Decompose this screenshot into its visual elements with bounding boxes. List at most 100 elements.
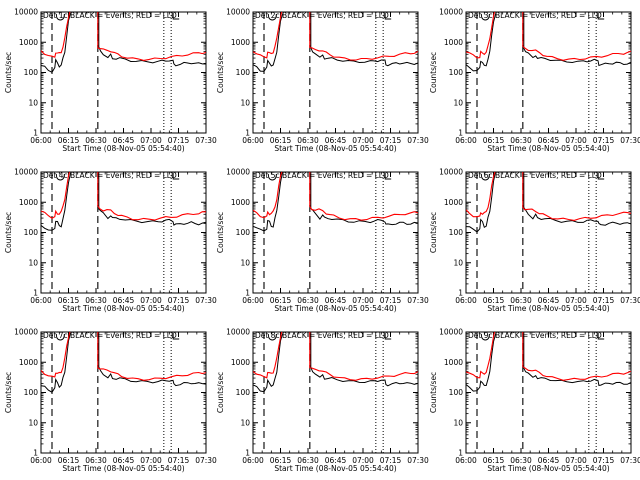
panel-title: Det 9c BLACK = Events, RED = LLD bbox=[468, 331, 602, 340]
flag-marker bbox=[55, 333, 65, 341]
panel-title: Det 2c BLACK = Events, RED = LLD bbox=[255, 11, 389, 20]
series-line-lld bbox=[466, 172, 496, 218]
x-tick-label: 06:30 bbox=[297, 136, 319, 145]
x-tick-label: 07:00 bbox=[565, 136, 587, 145]
series-line-lld bbox=[97, 172, 206, 221]
series-line-lld bbox=[41, 172, 71, 219]
x-tick-label: 07:15 bbox=[593, 296, 615, 305]
y-axis-label: Counts/sec bbox=[216, 52, 225, 93]
series-line-lld bbox=[253, 332, 283, 379]
x-tick-label: 07:00 bbox=[565, 296, 587, 305]
panel-title: Det 5c BLACK = Events, RED = LLD bbox=[255, 171, 389, 180]
x-tick-label: 07:00 bbox=[565, 456, 587, 465]
series-line-events bbox=[310, 172, 418, 226]
y-axis-label: Counts/sec bbox=[216, 212, 225, 253]
x-tick-label: 07:15 bbox=[593, 456, 615, 465]
y-axis-label: Counts/sec bbox=[429, 212, 438, 253]
flag-marker bbox=[384, 13, 392, 20]
series-line-events bbox=[310, 332, 418, 387]
series-line-lld bbox=[522, 172, 631, 221]
flag-marker bbox=[267, 173, 277, 181]
series-line-lld bbox=[41, 332, 71, 378]
x-tick-label: 06:45 bbox=[325, 456, 347, 465]
x-tick-label: 06:45 bbox=[538, 136, 560, 145]
series-line-lld bbox=[97, 332, 206, 381]
panel-title: Det 8c BLACK = Events, RED = LLD bbox=[255, 331, 389, 340]
y-tick-label: 100 bbox=[24, 68, 39, 77]
y-tick-label: 10 bbox=[28, 418, 38, 427]
series-line-events bbox=[98, 332, 206, 387]
y-tick-label: 1 bbox=[33, 129, 38, 138]
y-tick-label: 10 bbox=[453, 258, 463, 267]
y-tick-label: 1000 bbox=[444, 358, 463, 367]
series-line-events bbox=[41, 332, 73, 393]
x-axis-label: Start Time (08-Nov-05 05:54:40) bbox=[487, 304, 609, 313]
y-tick-label: 10000 bbox=[226, 8, 250, 17]
x-axis-label: Start Time (08-Nov-05 05:54:40) bbox=[62, 304, 184, 313]
flag-marker bbox=[480, 173, 490, 181]
x-tick-label: 07:15 bbox=[380, 136, 402, 145]
x-axis-label: Start Time (08-Nov-05 05:54:40) bbox=[274, 144, 396, 153]
series-line-events bbox=[466, 12, 497, 72]
flag-marker bbox=[597, 173, 605, 180]
y-tick-label: 10 bbox=[240, 418, 250, 427]
x-tick-label: 06:45 bbox=[538, 456, 560, 465]
x-axis-label: Start Time (08-Nov-05 05:54:40) bbox=[274, 464, 396, 473]
x-tick-label: 07:00 bbox=[140, 456, 162, 465]
y-tick-label: 100 bbox=[449, 228, 464, 237]
panel-title: Det 4c BLACK = Events, RED = LLD bbox=[43, 171, 177, 180]
detector-panel: 1 10 100 1000 10000 06:00 06:15 06:30 06:45 07:00… bbox=[4, 168, 217, 314]
y-tick-label: 1000 bbox=[231, 358, 250, 367]
x-tick-label: 06:00 bbox=[30, 456, 52, 465]
x-tick-label: 06:00 bbox=[242, 136, 264, 145]
x-tick-label: 07:30 bbox=[620, 456, 640, 465]
detector-panel: 1 10 100 1000 10000 06:00 06:15 06:30 06:45 07:00… bbox=[429, 328, 640, 474]
flag-marker bbox=[480, 333, 490, 341]
flag-marker bbox=[597, 13, 605, 20]
y-tick-label: 1 bbox=[458, 129, 463, 138]
x-tick-label: 07:15 bbox=[593, 136, 615, 145]
x-tick-label: 06:15 bbox=[270, 136, 292, 145]
flag-marker bbox=[384, 173, 392, 180]
x-tick-label: 06:15 bbox=[483, 136, 505, 145]
y-tick-label: 100 bbox=[449, 388, 464, 397]
y-tick-label: 1000 bbox=[231, 38, 250, 47]
x-tick-label: 06:45 bbox=[113, 136, 135, 145]
series-line-lld bbox=[97, 12, 206, 61]
series-line-lld bbox=[309, 12, 418, 61]
x-axis-label: Start Time (08-Nov-05 05:54:40) bbox=[62, 144, 184, 153]
y-axis-label: Counts/sec bbox=[429, 372, 438, 413]
panel-title: Det 3c BLACK = Events, RED = LLD bbox=[468, 11, 602, 20]
x-tick-label: 07:00 bbox=[140, 136, 162, 145]
flag-marker bbox=[480, 13, 490, 21]
x-tick-label: 06:00 bbox=[455, 296, 477, 305]
flag-marker bbox=[267, 13, 277, 21]
y-tick-label: 10 bbox=[453, 418, 463, 427]
x-tick-label: 07:15 bbox=[168, 136, 190, 145]
series-line-lld bbox=[309, 172, 418, 221]
series-line-lld bbox=[253, 12, 283, 59]
x-tick-label: 07:15 bbox=[380, 296, 402, 305]
series-line-events bbox=[41, 172, 72, 231]
x-tick-label: 06:30 bbox=[510, 456, 532, 465]
x-tick-label: 06:30 bbox=[510, 136, 532, 145]
x-axis-label: Start Time (08-Nov-05 05:54:40) bbox=[274, 304, 396, 313]
y-tick-label: 1 bbox=[245, 289, 250, 298]
flag-marker bbox=[172, 333, 180, 340]
detector-panel: 1 10 100 1000 10000 06:00 06:15 06:30 06:45 07:00… bbox=[429, 168, 640, 314]
panel-title: Det 6c BLACK = Events, RED = LLD bbox=[468, 171, 602, 180]
x-tick-label: 07:30 bbox=[195, 296, 217, 305]
y-tick-label: 10000 bbox=[439, 8, 463, 17]
series-line-lld bbox=[522, 332, 631, 381]
flag-marker bbox=[55, 13, 65, 21]
y-axis-label: Counts/sec bbox=[4, 372, 13, 413]
series-line-lld bbox=[253, 172, 283, 219]
y-tick-label: 10 bbox=[240, 258, 250, 267]
x-tick-label: 07:30 bbox=[195, 136, 217, 145]
x-tick-label: 06:15 bbox=[58, 456, 80, 465]
series-line-lld bbox=[41, 12, 71, 58]
y-tick-label: 100 bbox=[24, 388, 39, 397]
detector-panel: 1 10 100 1000 10000 06:00 06:15 06:30 06:45 07:00… bbox=[4, 328, 217, 474]
flag-marker bbox=[172, 13, 180, 20]
